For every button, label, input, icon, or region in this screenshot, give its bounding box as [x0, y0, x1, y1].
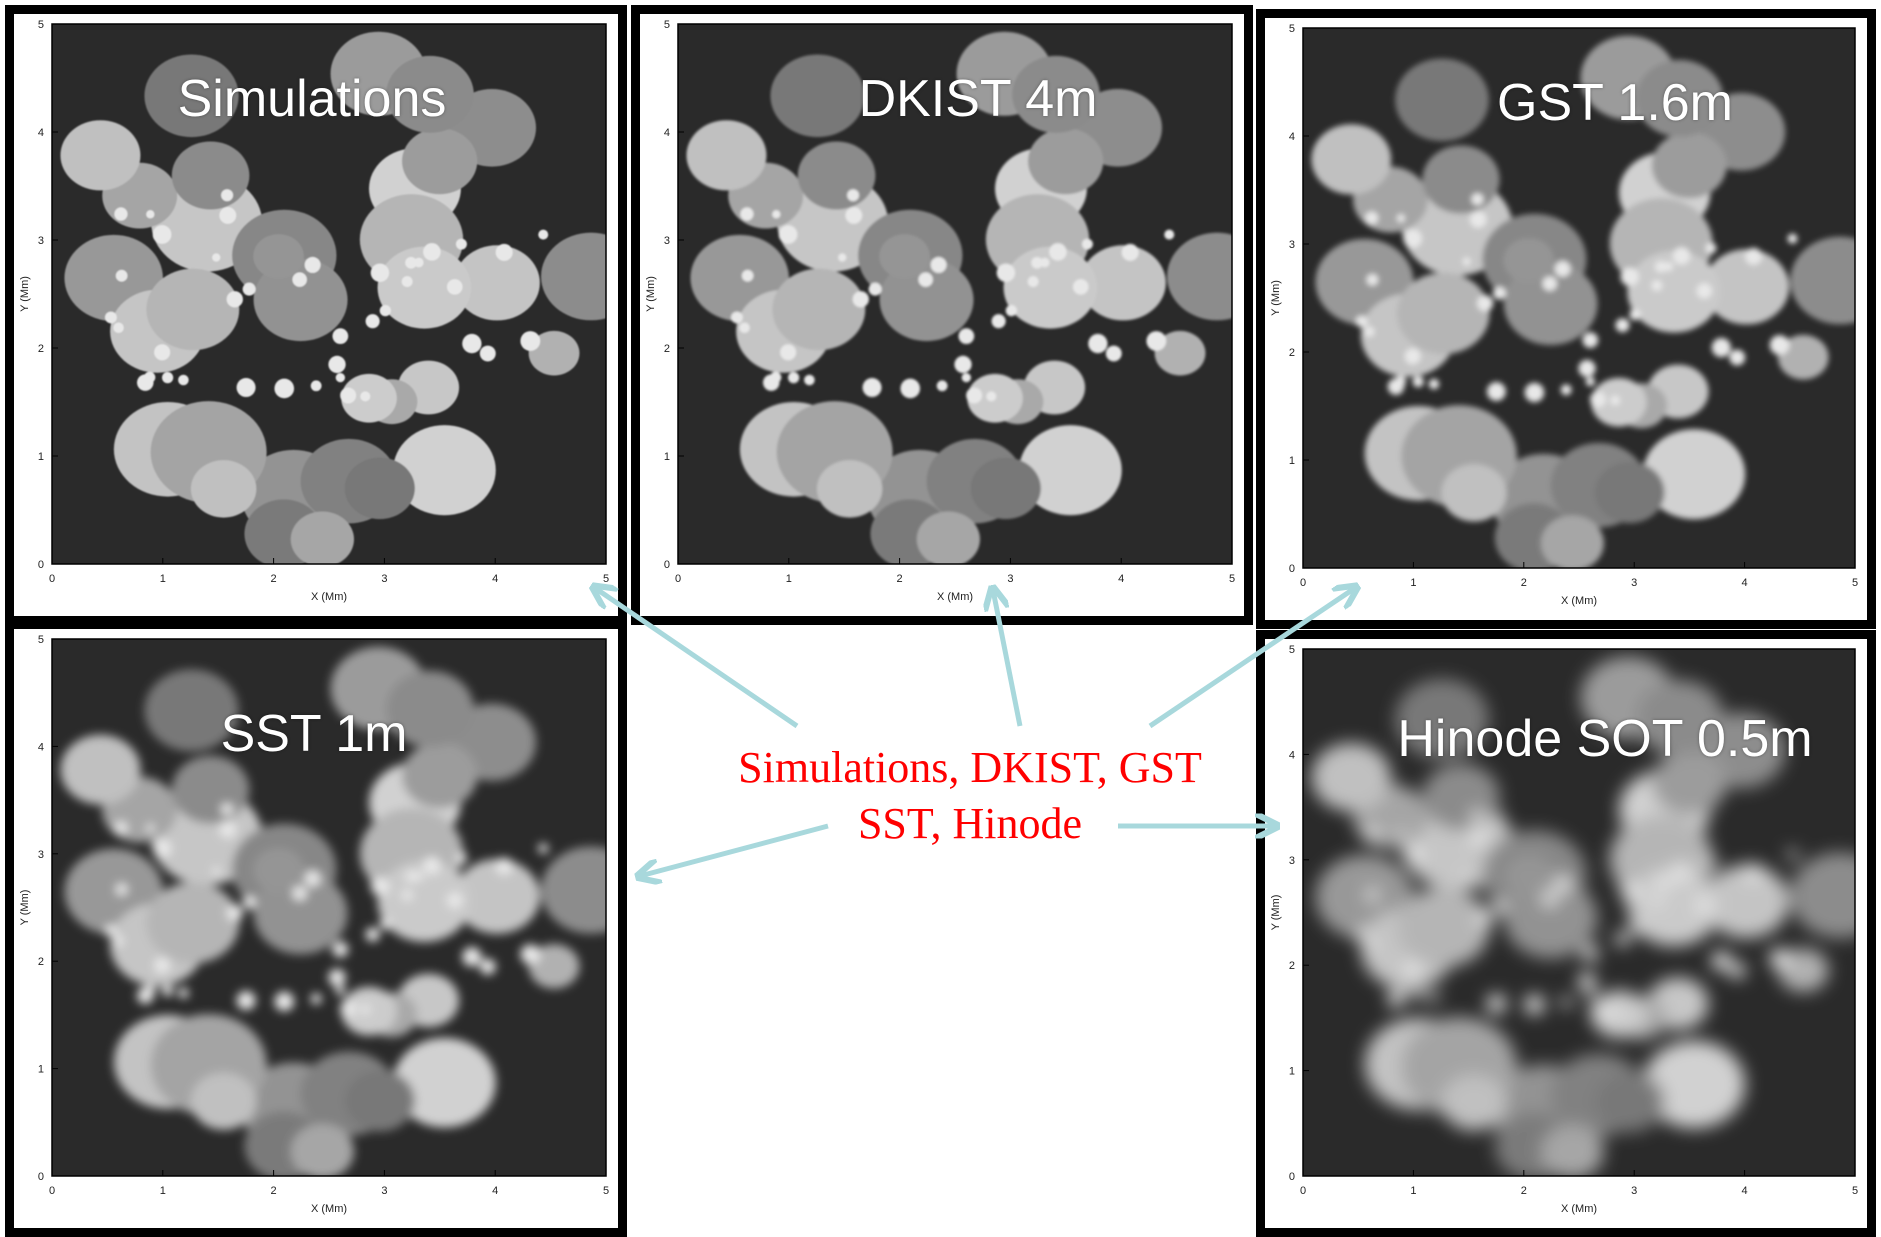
y-tick-label: 3: [38, 849, 44, 861]
x-tick-label: 1: [160, 573, 166, 585]
x-tick-label: 5: [1852, 1185, 1858, 1197]
x-tick-label: 0: [49, 573, 55, 585]
granulation-image: [1303, 28, 1855, 568]
caption-line-1: Simulations, DKIST, GST: [738, 743, 1202, 792]
x-tick-label: 0: [675, 573, 681, 585]
x-tick-label: 5: [603, 1185, 609, 1197]
y-tick-label: 5: [38, 634, 44, 646]
x-axis-label: X (Mm): [1561, 595, 1597, 607]
y-tick-label: 1: [38, 451, 44, 463]
y-tick-label: 1: [38, 1064, 44, 1076]
y-axis-label: Y (Mm): [19, 276, 31, 312]
x-tick-label: 3: [1631, 577, 1637, 589]
y-tick-label: 5: [1289, 644, 1295, 656]
y-tick-label: 5: [1289, 23, 1295, 35]
panel-title: Simulations: [177, 70, 447, 128]
y-tick-label: 2: [38, 956, 44, 968]
panel-title: Hinode SOT 0.5m: [1397, 710, 1813, 768]
y-tick-label: 2: [38, 343, 44, 355]
x-tick-label: 4: [1118, 573, 1124, 585]
x-tick-label: 0: [49, 1185, 55, 1197]
x-tick-label: 4: [492, 573, 498, 585]
panel-title: GST 1.6m: [1496, 74, 1734, 132]
x-tick-label: 1: [1410, 1185, 1416, 1197]
x-axis-label: X (Mm): [311, 591, 347, 603]
y-tick-label: 2: [1289, 347, 1295, 359]
x-tick-label: 3: [1631, 1185, 1637, 1197]
x-tick-label: 5: [1852, 577, 1858, 589]
granulation-image: [52, 24, 606, 564]
y-tick-label: 0: [38, 559, 44, 571]
y-tick-label: 5: [38, 19, 44, 31]
granulation-image: [678, 24, 1232, 564]
x-tick-label: 0: [1300, 577, 1306, 589]
x-tick-label: 1: [786, 573, 792, 585]
caption-line-2: SST, Hinode: [857, 799, 1083, 848]
x-tick-label: 3: [1007, 573, 1013, 585]
y-tick-label: 0: [1289, 563, 1295, 575]
y-tick-label: 0: [664, 559, 670, 571]
y-tick-label: 5: [664, 19, 670, 31]
x-tick-label: 4: [492, 1185, 498, 1197]
x-tick-label: 5: [1229, 573, 1235, 585]
x-axis-label: X (Mm): [311, 1203, 347, 1215]
x-axis-label: X (Mm): [1561, 1203, 1597, 1215]
y-axis-label: Y (Mm): [1270, 280, 1282, 316]
x-tick-label: 2: [271, 1185, 277, 1197]
panel-title: DKIST 4m: [858, 70, 1098, 128]
y-axis-label: Y (Mm): [645, 276, 657, 312]
y-tick-label: 1: [664, 451, 670, 463]
x-tick-label: 2: [1521, 577, 1527, 589]
caption: Simulations, DKIST, GST SST, Hinode: [690, 740, 1250, 852]
x-tick-label: 0: [1300, 1185, 1306, 1197]
y-tick-label: 1: [1289, 1066, 1295, 1078]
x-tick-label: 3: [381, 573, 387, 585]
y-tick-label: 2: [1289, 960, 1295, 972]
y-tick-label: 3: [1289, 855, 1295, 867]
y-tick-label: 4: [38, 741, 44, 753]
x-tick-label: 5: [603, 573, 609, 585]
y-tick-label: 3: [38, 235, 44, 247]
y-tick-label: 4: [38, 127, 44, 139]
y-tick-label: 4: [1289, 131, 1295, 143]
y-tick-label: 4: [664, 127, 670, 139]
y-axis-label: Y (Mm): [1270, 895, 1282, 931]
granulation-image: [1303, 649, 1855, 1176]
y-tick-label: 3: [1289, 239, 1295, 251]
x-tick-label: 2: [1521, 1185, 1527, 1197]
y-tick-label: 0: [38, 1171, 44, 1183]
x-tick-label: 2: [897, 573, 903, 585]
x-tick-label: 2: [271, 573, 277, 585]
x-tick-label: 3: [381, 1185, 387, 1197]
x-tick-label: 4: [1742, 577, 1748, 589]
x-tick-label: 4: [1742, 1185, 1748, 1197]
y-tick-label: 4: [1289, 749, 1295, 761]
x-axis-label: X (Mm): [937, 591, 973, 603]
y-tick-label: 1: [1289, 455, 1295, 467]
y-tick-label: 3: [664, 235, 670, 247]
x-tick-label: 1: [1410, 577, 1416, 589]
y-tick-label: 0: [1289, 1171, 1295, 1183]
y-axis-label: Y (Mm): [19, 890, 31, 926]
x-tick-label: 1: [160, 1185, 166, 1197]
panel-title: SST 1m: [220, 705, 408, 763]
granulation-image: [52, 639, 606, 1176]
y-tick-label: 2: [664, 343, 670, 355]
